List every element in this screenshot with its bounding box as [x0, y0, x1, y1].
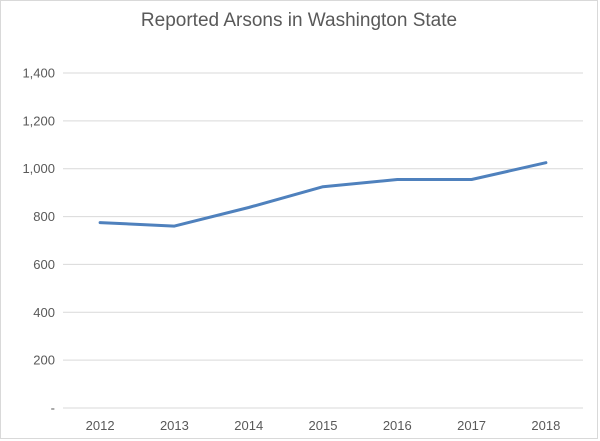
y-tick-label: 600: [33, 257, 55, 272]
x-tick-label: 2012: [86, 418, 115, 433]
y-tick-label: -: [51, 401, 55, 416]
y-tick-label: 200: [33, 353, 55, 368]
y-tick-label: 400: [33, 305, 55, 320]
chart-title: Reported Arsons in Washington State: [140, 10, 458, 31]
x-tick-label: 2015: [309, 418, 338, 433]
y-tick-label: 1,400: [22, 66, 55, 81]
x-tick-label: 2018: [531, 418, 560, 433]
series-line: [98, 161, 548, 228]
x-tick-label: 2017: [457, 418, 486, 433]
y-tick-label: 1,000: [22, 161, 55, 176]
x-tick-label: 2014: [234, 418, 263, 433]
y-tick-label: 1,200: [22, 113, 55, 128]
x-tick-label: 2016: [383, 418, 412, 433]
y-tick-label: 800: [33, 209, 55, 224]
x-tick-label: 2013: [160, 418, 189, 433]
